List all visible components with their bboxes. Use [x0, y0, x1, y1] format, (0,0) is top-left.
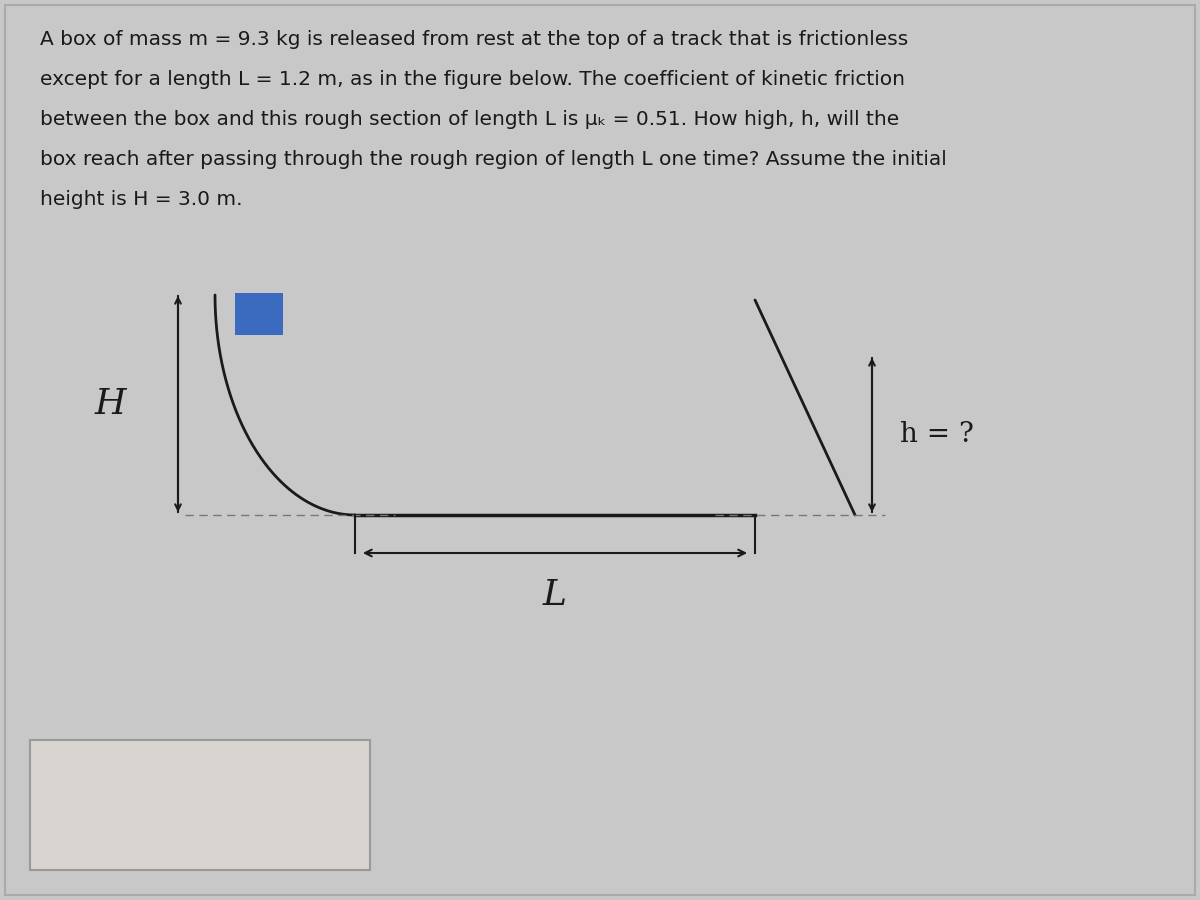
Bar	[235, 293, 283, 335]
Text: box reach after passing through the rough region of length L one time? Assume th: box reach after passing through the roug…	[40, 150, 947, 169]
Text: height is H = 3.0 m.: height is H = 3.0 m.	[40, 190, 242, 209]
Text: H: H	[95, 387, 126, 421]
Bar	[30, 740, 370, 870]
Text: h = ?: h = ?	[900, 421, 974, 448]
Text: except for a length L = 1.2 m, as in the figure below. The coefficient of kineti: except for a length L = 1.2 m, as in the…	[40, 70, 905, 89]
Text: between the box and this rough section of length L is μₖ = 0.51. How high, h, wi: between the box and this rough section o…	[40, 110, 899, 129]
Text: A box of mass m = 9.3 kg is released from rest at the top of a track that is fri: A box of mass m = 9.3 kg is released fro…	[40, 30, 908, 49]
Text: L: L	[542, 578, 568, 612]
